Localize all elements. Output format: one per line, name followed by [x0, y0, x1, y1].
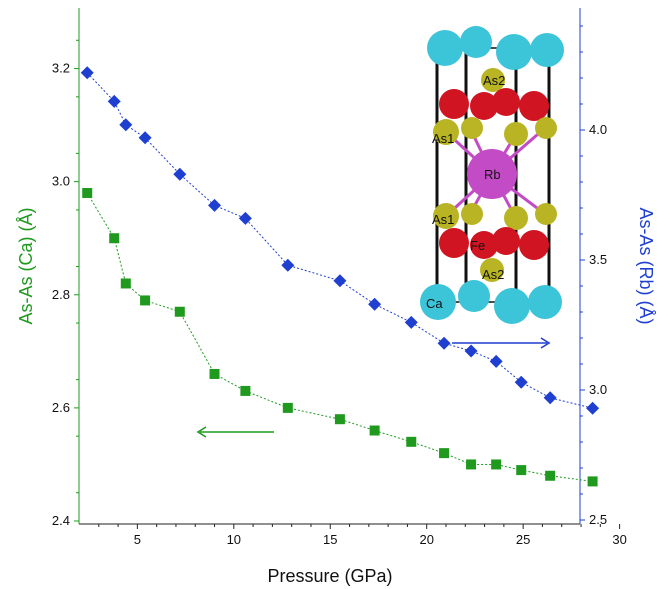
- ca-data-point: [545, 470, 556, 481]
- label-as1-upper: As1: [432, 131, 454, 146]
- ca-data-point: [282, 402, 293, 413]
- as-atom: [480, 258, 504, 282]
- right-y-tick-label: 2.5: [589, 512, 607, 527]
- rb-data-point: [138, 131, 152, 145]
- ca-atom: [494, 288, 530, 324]
- as-atom: [504, 206, 528, 230]
- x-tick-label: 5: [134, 532, 141, 547]
- fe-atom: [470, 231, 498, 259]
- as-atom: [535, 117, 557, 139]
- ca-data-point: [516, 465, 527, 476]
- series-rb: [80, 66, 600, 415]
- left-y-ticks: 2.4 2.6 2.8 3.0 3.2: [52, 39, 79, 528]
- rb-data-point: [543, 391, 557, 405]
- left-y-tick-label: 3.0: [52, 174, 70, 189]
- ca-data-point: [120, 278, 131, 289]
- as-atom: [461, 203, 483, 225]
- left-y-tick-label: 2.4: [52, 513, 70, 528]
- x-tick-label: 10: [227, 532, 241, 547]
- ca-data-point: [82, 187, 93, 198]
- as-atom: [481, 68, 505, 92]
- as-atom: [504, 122, 528, 146]
- rb-data-point: [464, 344, 478, 358]
- rb-data-point: [208, 198, 222, 212]
- ca-data-point: [491, 459, 502, 470]
- left-y-tick-label: 3.2: [52, 61, 70, 76]
- label-as2-top: As2: [483, 73, 505, 88]
- rb-data-point: [80, 66, 94, 80]
- label-ca: Ca: [426, 296, 443, 311]
- rb-data-point: [404, 315, 418, 329]
- x-tick-label: 20: [419, 532, 433, 547]
- left-y-tick-label: 2.6: [52, 400, 70, 415]
- ca-atom: [460, 26, 492, 58]
- rb-data-point: [489, 354, 503, 368]
- rb-data-point: [281, 258, 295, 272]
- right-y-tick-label: 4.0: [589, 122, 607, 137]
- ca-data-point: [140, 295, 151, 306]
- crystal-structure-inset: As2 As1 Rb As1 Fe As2 Ca: [420, 26, 564, 324]
- x-ticks: 5 10 15 20 25 30: [98, 524, 627, 547]
- ca-atom: [458, 280, 490, 312]
- ca-series-line: [86, 192, 593, 482]
- left-y-tick-label: 2.8: [52, 287, 70, 302]
- ca-data-point: [406, 436, 417, 447]
- x-axis-title: Pressure (GPa): [267, 566, 392, 586]
- rb-axis-arrow: [452, 337, 551, 349]
- label-as2-bottom: As2: [482, 267, 504, 282]
- rb-data-point: [586, 401, 600, 415]
- rb-data-point: [333, 274, 347, 288]
- ca-atom: [420, 284, 456, 320]
- rb-data-point: [437, 336, 451, 350]
- fe-atom: [492, 88, 520, 116]
- ca-data-point: [587, 476, 598, 487]
- ca-data-point: [369, 425, 380, 436]
- left-axis-title: As-As (Ca) (Å): [16, 208, 36, 325]
- ca-data-point: [466, 459, 477, 470]
- fe-atom: [519, 230, 549, 260]
- right-y-ticks: 2.5 3.0 3.5 4.0: [580, 25, 607, 527]
- ca-data-point: [109, 233, 120, 244]
- fe-atom: [519, 91, 549, 121]
- rb-data-point: [119, 118, 133, 132]
- as-atom: [461, 117, 483, 139]
- x-tick-label: 15: [323, 532, 337, 547]
- rb-data-point: [368, 297, 382, 311]
- ca-atom: [528, 285, 562, 319]
- as-atom: [433, 119, 459, 145]
- fe-atom: [439, 228, 469, 258]
- as-atom: [535, 203, 557, 225]
- rb-atom: [467, 149, 517, 199]
- right-y-tick-label: 3.5: [589, 252, 607, 267]
- rb-data-point: [238, 211, 252, 225]
- ca-atom: [530, 33, 564, 67]
- x-tick-label: 25: [516, 532, 530, 547]
- ca-atom: [496, 34, 532, 70]
- ca-axis-arrow: [196, 426, 274, 438]
- x-tick-label: 30: [612, 532, 626, 547]
- ca-atom: [427, 30, 463, 66]
- label-fe: Fe: [470, 238, 485, 253]
- ca-data-point: [334, 414, 345, 425]
- series-ca: [82, 187, 598, 487]
- as-atom: [433, 203, 459, 229]
- fe-atom: [492, 227, 520, 255]
- label-rb: Rb: [484, 167, 501, 182]
- right-axis-title: As-As (Rb) (Å): [636, 208, 656, 325]
- right-y-tick-label: 3.0: [589, 382, 607, 397]
- label-as1-lower: As1: [432, 212, 454, 227]
- rb-data-point: [514, 375, 528, 389]
- ca-data-point: [174, 306, 185, 317]
- fe-atom: [470, 92, 498, 120]
- rb-data-point: [173, 167, 187, 181]
- ca-data-point: [209, 368, 220, 379]
- rb-data-point: [107, 94, 121, 108]
- ca-data-point: [439, 448, 450, 459]
- ca-data-point: [240, 385, 251, 396]
- fe-atom: [439, 89, 469, 119]
